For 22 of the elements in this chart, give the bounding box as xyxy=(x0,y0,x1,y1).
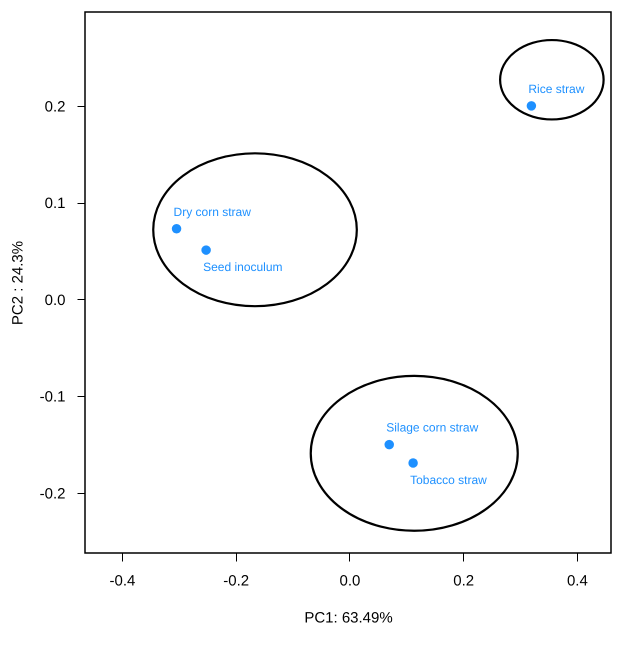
y-tick-label: 0.0 xyxy=(44,292,66,309)
point xyxy=(201,245,211,255)
y-tick-label: -0.2 xyxy=(40,485,66,502)
x-axis-title: PC1: 63.49% xyxy=(304,610,393,626)
point xyxy=(172,224,182,234)
y-tick-label: -0.1 xyxy=(40,388,66,406)
y-axis-title: PC2 : 24.3% xyxy=(10,240,27,326)
x-tick-label: 0.2 xyxy=(453,572,474,590)
point xyxy=(526,101,536,111)
point xyxy=(408,458,418,468)
data-label: Seed inoculum xyxy=(203,260,283,274)
x-tick-label: -0.4 xyxy=(110,572,136,590)
x-tick-label: 0.4 xyxy=(566,572,588,590)
y-tick-label: 0.2 xyxy=(44,98,66,116)
y-tick-label: 0.1 xyxy=(44,195,66,212)
data-label: Tobacco straw xyxy=(410,472,488,487)
point xyxy=(384,440,394,450)
data-label: Silage corn straw xyxy=(386,420,479,435)
data-label: Rice straw xyxy=(528,82,585,96)
x-tick-label: -0.2 xyxy=(223,572,250,590)
data-label: Dry corn straw xyxy=(174,204,252,219)
x-tick-label: 0.0 xyxy=(339,572,360,590)
